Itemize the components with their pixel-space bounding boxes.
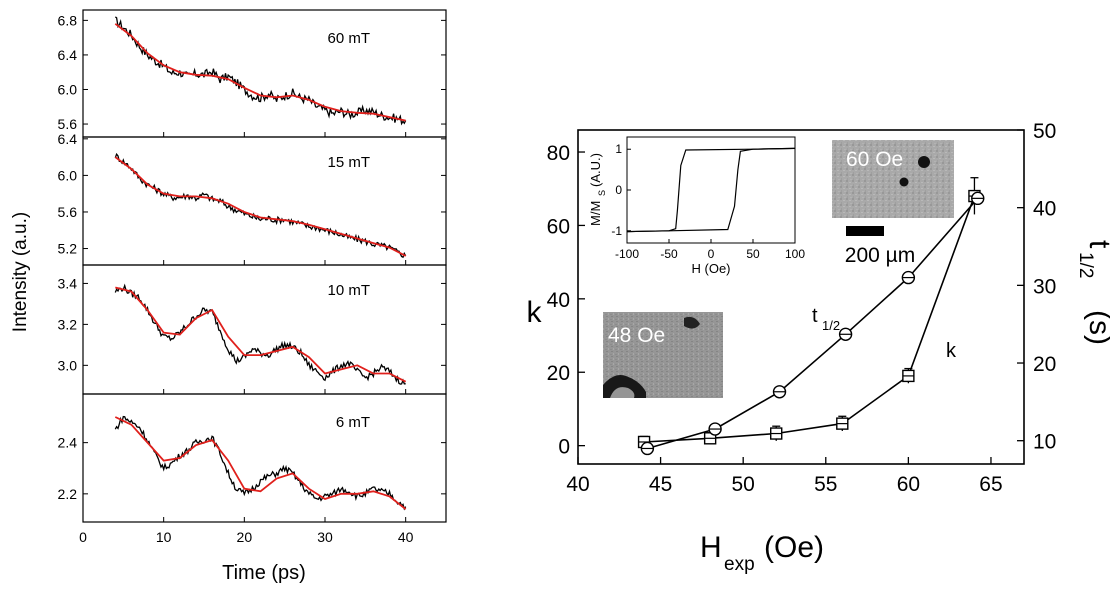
x-tick-label: 65 <box>979 473 1002 496</box>
t-curve-label-sub: 1/2 <box>822 318 840 333</box>
left-panel-stack: 5.66.06.46.860 mT 5.25.66.06.415 mT 3.03… <box>10 9 447 584</box>
k-curve-label: k <box>946 340 957 362</box>
inset-x-tick-label: 0 <box>708 247 715 261</box>
data-trace <box>114 152 407 259</box>
x-tick-label: 60 <box>897 473 920 496</box>
inset-y-tick-label: 0 <box>615 183 622 197</box>
right-y2-axis-label-sub: 1/2 <box>1075 252 1096 278</box>
inset-y-axis-label-main: M/M <box>588 201 603 226</box>
fit-curve <box>114 23 406 122</box>
x-tick-label: 20 <box>237 529 253 545</box>
panel-6mT: 2.2 2.4 6 mT 0 10 20 30 40 Time (ps) <box>58 393 447 584</box>
y2-tick-label: 30 <box>1033 275 1056 298</box>
x-tick-label: 30 <box>317 529 333 545</box>
right-y2-axis-label: t 1/2 (s) <box>1075 240 1110 345</box>
panel-field-label: 6 mT <box>336 414 370 431</box>
y2-tick-label: 50 <box>1033 120 1056 143</box>
inset-x-axis-label: H (Oe) <box>692 261 731 276</box>
inset-y-axis-label-unit: (A.U.) <box>588 153 603 187</box>
inset-x-tick-label: -100 <box>615 247 639 261</box>
panel-15mT: 5.2 5.6 6.0 6.4 15 mT <box>58 131 447 266</box>
right-panel: k H exp (Oe) t 1/2 (s) 40 45 50 55 60 65 0 20 40… <box>527 120 1110 575</box>
x-tick-label: 55 <box>814 473 837 496</box>
y2-tick-label: 40 <box>1033 198 1056 221</box>
panel-60mT: 5.6 6.0 6.4 6.8 60 mT <box>58 9 447 138</box>
scale-bar-label: 200 µm <box>845 244 915 267</box>
panel-10mT: 3.0 3.2 3.4 10 mT <box>58 264 447 395</box>
y-tick-label: 60 <box>547 215 570 238</box>
right-y2-axis-label-main: t <box>1083 240 1110 249</box>
right-x-axis-label: H exp (Oe) <box>700 531 824 575</box>
y2-tick-label: 10 <box>1033 431 1056 454</box>
fit-curve <box>114 416 407 510</box>
x-axis-label: Time (ps) <box>222 562 306 584</box>
hysteresis-branch <box>626 147 796 233</box>
y-tick-label: 5.2 <box>58 241 78 257</box>
inset-x-tick-label: 50 <box>746 247 760 261</box>
x-tick-label: 0 <box>79 529 87 545</box>
inset-y-axis-label: M/M S (A.U.) <box>588 153 607 226</box>
y-tick-label: 3.4 <box>58 275 78 291</box>
panel-field-label: 10 mT <box>327 282 370 299</box>
inset-frame <box>626 136 796 244</box>
domain-dot <box>899 177 909 187</box>
right-x-axis-label-unit: (Oe) <box>764 531 824 564</box>
panel-frame <box>82 393 447 523</box>
k-line <box>644 195 976 443</box>
y-tick-label: 6.0 <box>58 81 78 97</box>
inset-y-tick-label: -1 <box>611 224 622 238</box>
inset-y-tick-label: 1 <box>615 142 622 156</box>
domain-image-label: 48 Oe <box>608 324 665 347</box>
y-tick-label: 80 <box>547 142 570 165</box>
inset-x-tick-label: -50 <box>660 247 678 261</box>
data-trace <box>114 283 406 385</box>
x-tick-label: 50 <box>732 473 755 496</box>
right-y2-axis-label-unit: (s) <box>1083 310 1110 345</box>
t-curve-label: t <box>812 305 818 327</box>
inset-x-tick-label: 100 <box>785 247 805 261</box>
hysteresis-inset: -100 -50 0 50 100 -1 0 1 H (Oe) M/M S (A.U.) <box>588 136 805 276</box>
panel-field-label: 15 mT <box>327 154 370 171</box>
fit-curve <box>114 156 407 257</box>
y-tick-label: 6.8 <box>58 12 78 28</box>
right-x-axis-label-sub: exp <box>724 554 755 575</box>
x-tick-label: 45 <box>649 473 672 496</box>
y-tick-label: 6.4 <box>58 131 78 147</box>
panel-field-label: 60 mT <box>327 30 370 47</box>
right-x-axis-label-main: H <box>700 531 722 564</box>
left-y-axis-label: Intensity (a.u.) <box>10 212 31 332</box>
y-tick-label: 5.6 <box>58 116 78 132</box>
y-tick-label: 40 <box>547 289 570 312</box>
x-tick-label: 10 <box>156 529 172 545</box>
right-plot-frame <box>577 129 1025 465</box>
domain-image-region <box>684 316 700 329</box>
y-tick-label: 0 <box>558 436 570 459</box>
y-tick-label: 5.6 <box>58 204 78 220</box>
domain-image-48oe: 48 Oe <box>603 312 723 398</box>
domain-dot <box>918 156 930 168</box>
domain-image-region <box>610 387 635 398</box>
y-tick-label: 20 <box>547 362 570 385</box>
y-tick-label: 6.4 <box>58 47 78 63</box>
fit-curve <box>115 286 407 383</box>
t-line <box>647 197 979 450</box>
y2-tick-label: 20 <box>1033 353 1056 376</box>
right-y-axis-label: k <box>527 296 543 329</box>
domain-image-60oe: 60 Oe <box>832 140 954 218</box>
panel-frame <box>82 136 447 266</box>
x-tick-label: 40 <box>398 529 414 545</box>
y-tick-label: 3.0 <box>58 357 78 373</box>
x-tick-label: 40 <box>566 473 589 496</box>
y-tick-label: 3.2 <box>58 316 78 332</box>
y-tick-label: 2.4 <box>58 435 78 451</box>
domain-image-label: 60 Oe <box>846 148 903 171</box>
domain-image-background <box>832 140 954 218</box>
inset-y-axis-label-sub: S <box>597 190 607 196</box>
scale-bar <box>846 226 884 236</box>
y-tick-label: 2.2 <box>58 486 78 502</box>
y-tick-label: 6.0 <box>58 167 78 183</box>
